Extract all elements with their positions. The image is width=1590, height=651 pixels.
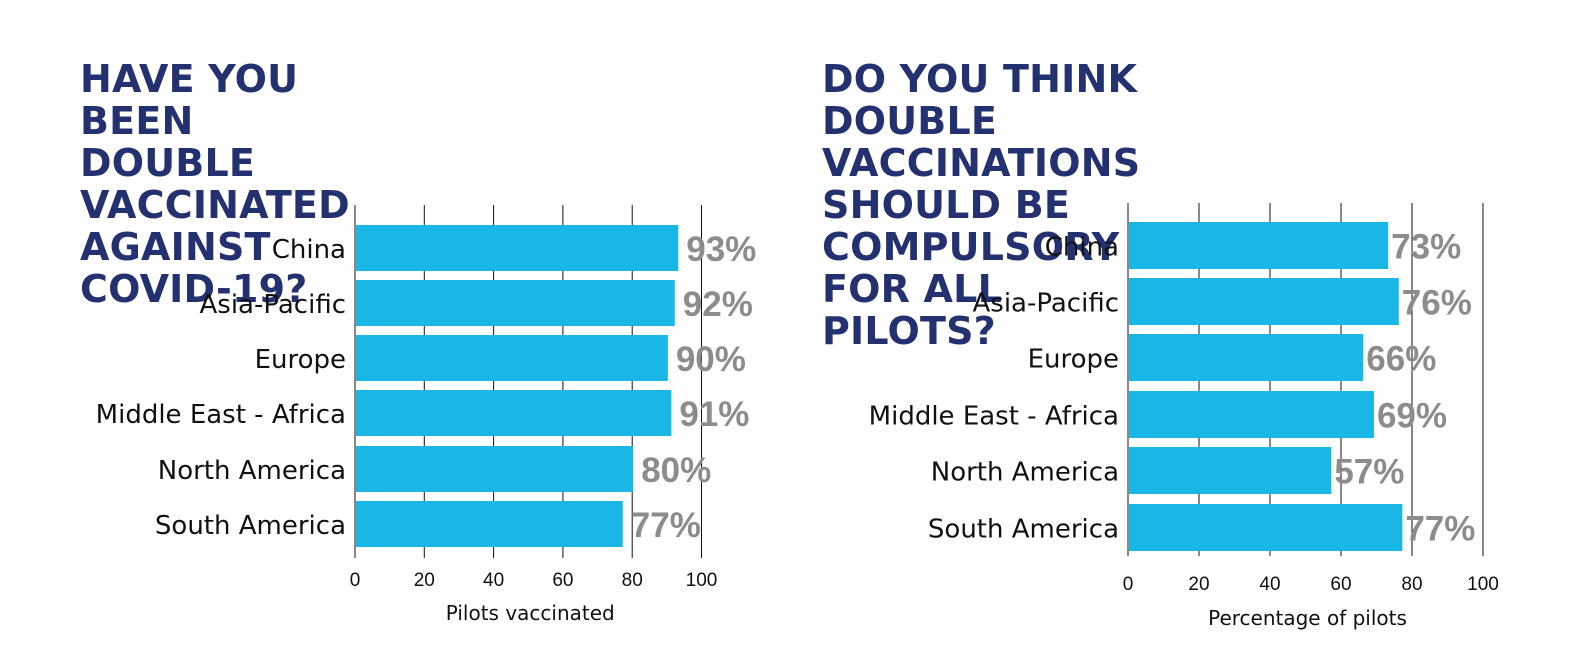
chart-title-right: DO YOU THINK DOUBLE VACCINATIONS SHOULD … xyxy=(822,58,1140,352)
bar-south-america xyxy=(1129,504,1403,551)
tick-label: 20 xyxy=(1188,574,1209,595)
tick-label: 20 xyxy=(414,570,435,591)
tick-label: 40 xyxy=(483,570,504,591)
value-label: 93% xyxy=(686,230,756,269)
bar-china xyxy=(1129,222,1389,269)
category-label: Europe xyxy=(255,345,346,375)
chart-title-left-line-1: HAVE YOU BEEN DOUBLE xyxy=(80,57,299,185)
value-label: 90% xyxy=(676,340,746,379)
tick-label: 80 xyxy=(1401,574,1422,595)
category-label: South America xyxy=(155,511,346,541)
x-axis-title: Percentage of pilots xyxy=(1208,606,1407,630)
bar-china xyxy=(356,225,679,271)
bar-asia-pacific xyxy=(356,280,675,326)
tick-label: 60 xyxy=(1330,574,1351,595)
chart-title-left: HAVE YOU BEEN DOUBLE VACCINATED AGAINST … xyxy=(80,58,350,310)
category-label: Middle East - Africa xyxy=(869,402,1119,432)
x-axis-title: Pilots vaccinated xyxy=(446,601,615,625)
value-label: 66% xyxy=(1366,340,1436,379)
bar-middle-east-africa xyxy=(1129,391,1374,438)
value-label: 92% xyxy=(683,285,753,324)
value-label: 69% xyxy=(1377,397,1447,436)
chart-title-right-line-1: DO YOU THINK DOUBLE xyxy=(822,57,1138,143)
tick-label: 100 xyxy=(1467,574,1499,595)
bar-middle-east-africa xyxy=(356,390,672,436)
category-label: North America xyxy=(931,458,1119,488)
tick-label: 40 xyxy=(1259,574,1280,595)
value-label: 77% xyxy=(1405,510,1475,549)
category-label: Asia-Pacific xyxy=(972,289,1119,319)
chart-title-left-line-3: COVID-19? xyxy=(80,267,308,311)
value-label: 73% xyxy=(1391,228,1461,267)
value-label: 91% xyxy=(679,395,749,434)
bar-north-america xyxy=(1129,447,1332,494)
category-label: Middle East - Africa xyxy=(96,400,346,430)
category-label: Europe xyxy=(1028,345,1119,375)
tick-label: 0 xyxy=(1123,574,1134,595)
bar-south-america xyxy=(356,501,623,547)
value-label: 76% xyxy=(1402,284,1472,323)
chart-title-right-line-2: VACCINATIONS SHOULD BE xyxy=(822,141,1141,227)
value-label: 77% xyxy=(631,506,701,545)
tick-label: 0 xyxy=(350,570,361,591)
tick-label: 100 xyxy=(686,570,718,591)
chart-title-right-line-3: COMPULSORY FOR ALL PILOTS? xyxy=(822,225,1120,353)
value-label: 57% xyxy=(1334,453,1404,492)
tick-label: 60 xyxy=(552,570,573,591)
bar-europe xyxy=(356,335,668,381)
bar-north-america xyxy=(356,446,634,492)
category-label: South America xyxy=(928,515,1119,545)
bar-asia-pacific xyxy=(1129,278,1399,325)
category-label: Asia-Pacific xyxy=(199,290,346,320)
category-label: China xyxy=(1045,233,1119,263)
category-label: China xyxy=(272,235,346,265)
value-label: 80% xyxy=(641,451,711,490)
chart-title-left-line-2: VACCINATED AGAINST xyxy=(80,183,350,269)
bar-europe xyxy=(1129,334,1364,381)
tick-label: 80 xyxy=(622,570,643,591)
category-label: North America xyxy=(158,456,346,486)
